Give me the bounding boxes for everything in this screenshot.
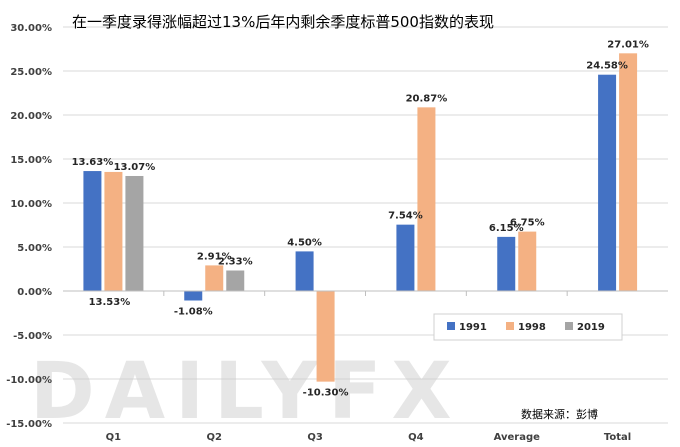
x-tick-label: Average (494, 432, 541, 443)
x-tick-label: Q3 (307, 432, 323, 443)
data-label-1998-Total: 27.01% (607, 39, 649, 50)
y-tick-label: 25.00% (10, 67, 52, 78)
y-tick-label: -15.00% (6, 419, 52, 430)
data-label-1991-Q3: 4.50% (287, 237, 322, 248)
x-tick-label: Total (604, 432, 631, 443)
bar-1998-Q1 (104, 171, 123, 291)
data-label-1991-Q1: 13.63% (72, 157, 114, 168)
bar-1991-Q4 (396, 224, 415, 291)
x-tick-label: Q1 (106, 432, 122, 443)
y-axis: 30.00% 25.00% 20.00% 15.00% 10.00% 5.00% 0.00%… (6, 23, 52, 430)
data-label-2019-Q2: 2.33% (218, 256, 253, 267)
bar-2019-Q2 (226, 270, 245, 291)
bar-1991-Q1 (83, 171, 102, 291)
watermark-layer: DAILYFX (30, 347, 462, 437)
data-label-1998-Q1: 13.53% (89, 297, 131, 308)
data-label-1991-Q4: 7.54% (388, 211, 423, 222)
x-tick-label: Q2 (207, 432, 223, 443)
data-label-1991-Total: 24.58% (586, 61, 628, 72)
legend: 1991 1998 2019 (433, 313, 623, 341)
legend-label-1991: 1991 (459, 322, 487, 333)
legend-label-2019: 2019 (577, 322, 605, 333)
data-label-1998-Q4: 20.87% (406, 93, 448, 104)
data-label-1991-Average: 6.15% (489, 223, 524, 234)
data-label-1998-Q3: -10.30% (303, 388, 349, 399)
legend-box (433, 313, 623, 341)
dailyfx-watermark: DAILYFX (30, 347, 462, 437)
y-tick-label: 15.00% (10, 155, 52, 166)
bars (83, 53, 638, 382)
bar-1998-Q4 (417, 107, 436, 292)
x-tick-label: Q4 (408, 432, 424, 443)
y-tick-label: 0.00% (17, 287, 52, 298)
y-tick-label: 5.00% (17, 243, 52, 254)
x-axis: Q1 Q2 Q3 Q4 Average Total (63, 290, 668, 443)
source-note: 数据来源：彭博 (521, 407, 598, 421)
data-label-1998-Q2: 2.91% (197, 251, 232, 262)
bar-1991-Average (497, 236, 516, 291)
data-label-2019-Q1: 13.07% (114, 162, 156, 173)
y-tick-label: 10.00% (10, 199, 52, 210)
bar-1998-Average (518, 231, 537, 291)
bar-1991-Q2 (184, 291, 203, 301)
data-label-1998-Average: 6.75% (510, 218, 545, 229)
legend-label-1998: 1998 (518, 322, 546, 333)
data-labels: 13.63% 13.53% 13.07% -1.08% 2.91%2.33% 4.50% -… (72, 39, 649, 398)
legend-swatch-2019 (565, 322, 573, 330)
y-tick-label: -5.00% (13, 331, 52, 342)
bar-1998-Total (619, 53, 638, 292)
bar-1998-Q3 (316, 291, 335, 382)
legend-swatch-1991 (447, 322, 455, 330)
bar-1991-Total (598, 74, 617, 291)
bar-1998-Q2 (205, 265, 224, 291)
bar-1991-Q3 (295, 251, 314, 291)
data-label-1991-Q2: -1.08% (174, 307, 213, 318)
y-tick-label: -10.00% (6, 375, 52, 386)
y-tick-label: 30.00% (10, 23, 52, 34)
bar-2019-Q1 (125, 175, 144, 291)
legend-swatch-1998 (506, 322, 514, 330)
chart-title: 在一季度录得涨幅超过13%后年内剩余季度标普500指数的表现 (72, 13, 494, 31)
y-tick-label: 20.00% (10, 111, 52, 122)
